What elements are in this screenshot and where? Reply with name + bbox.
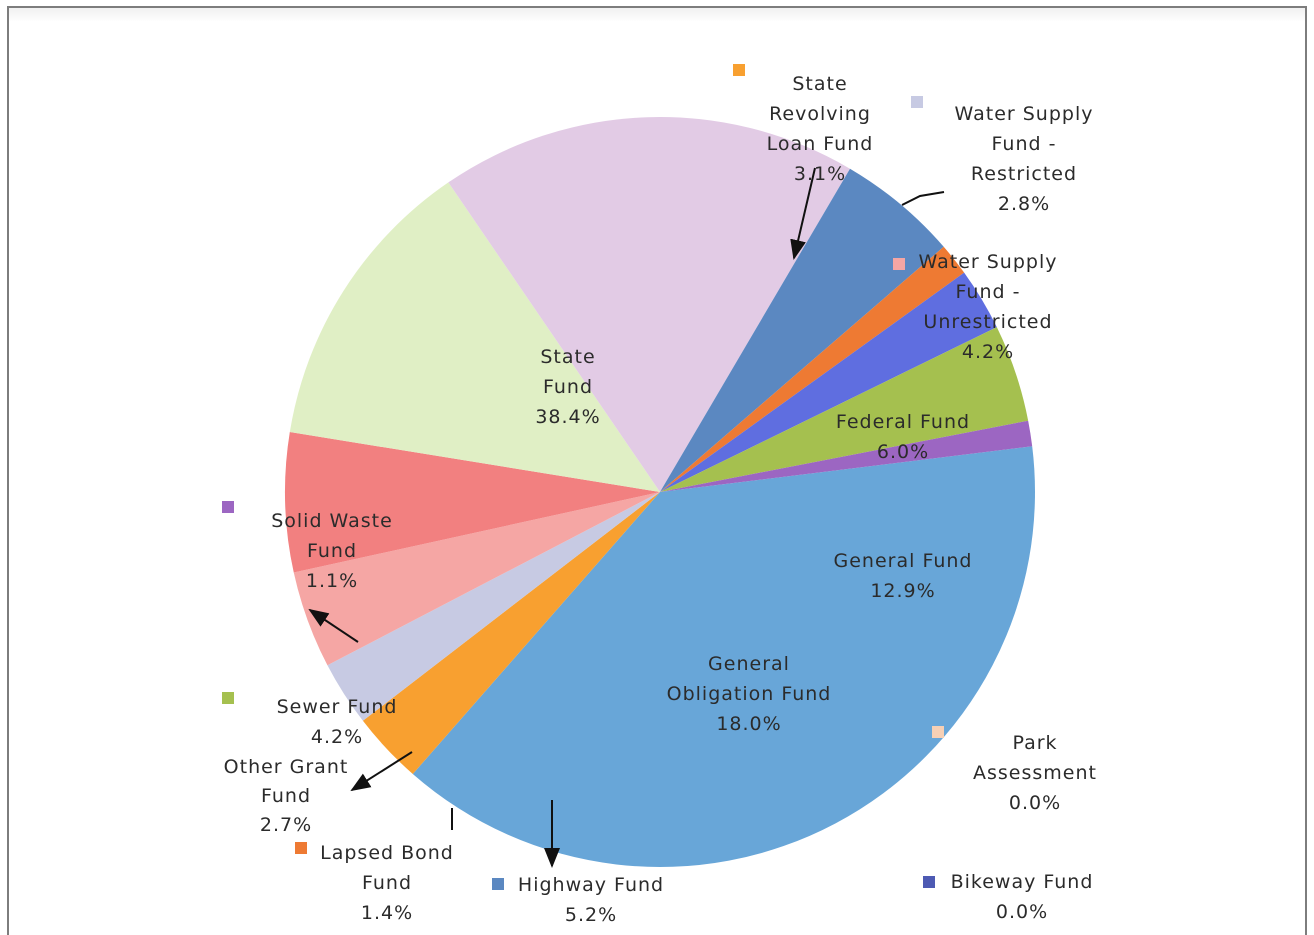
- data-label-bike: Bikeway Fund 0.0%: [950, 871, 1094, 923]
- pie-slice-state: [412, 446, 1035, 867]
- data-label-gen: General Fund 12.9%: [833, 550, 973, 602]
- legend-square-bike: [923, 876, 935, 888]
- legend-square-park: [932, 726, 944, 738]
- data-label-wsr: Water Supply Fund - Restricted 2.8%: [954, 103, 1094, 215]
- pie-slice-go: [448, 116, 850, 492]
- pie-slice-fed: [284, 432, 660, 573]
- pie-slice-wsu: [293, 492, 660, 666]
- legend-square-solid: [222, 501, 234, 513]
- legend-square-lapsed: [295, 842, 307, 854]
- data-label-lapsed: Lapsed Bond Fund 1.4%: [320, 842, 454, 924]
- pie-slice-gen: [289, 182, 660, 492]
- data-label-fed: Federal Fund 6.0%: [835, 411, 971, 463]
- leader-solid: [308, 608, 359, 643]
- top-band: [9, 8, 1305, 22]
- leader-other: [350, 751, 413, 792]
- leader-srlf: [790, 167, 816, 260]
- data-label-wsu: Water Supply Fund - Unrestricted 4.2%: [918, 251, 1058, 363]
- legend-square-hwy: [492, 878, 504, 890]
- data-label-solid: Solid Waste Fund 1.1%: [271, 510, 393, 592]
- data-label-hwy: Highway Fund 5.2%: [517, 874, 665, 926]
- data-label-go: General Obligation Fund 18.0%: [666, 653, 832, 735]
- legend-square-sewer: [222, 692, 234, 704]
- pie-slice-srlf: [362, 492, 660, 774]
- data-label-park: Park Assessment 0.0%: [973, 732, 1097, 814]
- pie-slice-sewer: [660, 327, 1029, 492]
- legend-square-wsu: [893, 258, 905, 270]
- pie-slice-hwy: [660, 168, 944, 492]
- data-label-sewer: Sewer Fund 4.2%: [276, 696, 398, 748]
- legend-square-srlf: [733, 64, 745, 76]
- pie-slice-lapsed: [660, 246, 965, 492]
- data-label-srlf: State Revolving Loan Fund 3.1%: [766, 73, 874, 185]
- pie-slice-wsr: [327, 492, 660, 721]
- pie-slice-solid: [660, 420, 1033, 492]
- data-label-state: State Fund 38.4%: [535, 346, 601, 428]
- pie-slice-other: [660, 272, 997, 492]
- legend-square-wsr: [911, 96, 923, 108]
- data-label-other: Other Grant Fund 2.7%: [223, 756, 349, 836]
- leader-wsr: [901, 191, 945, 206]
